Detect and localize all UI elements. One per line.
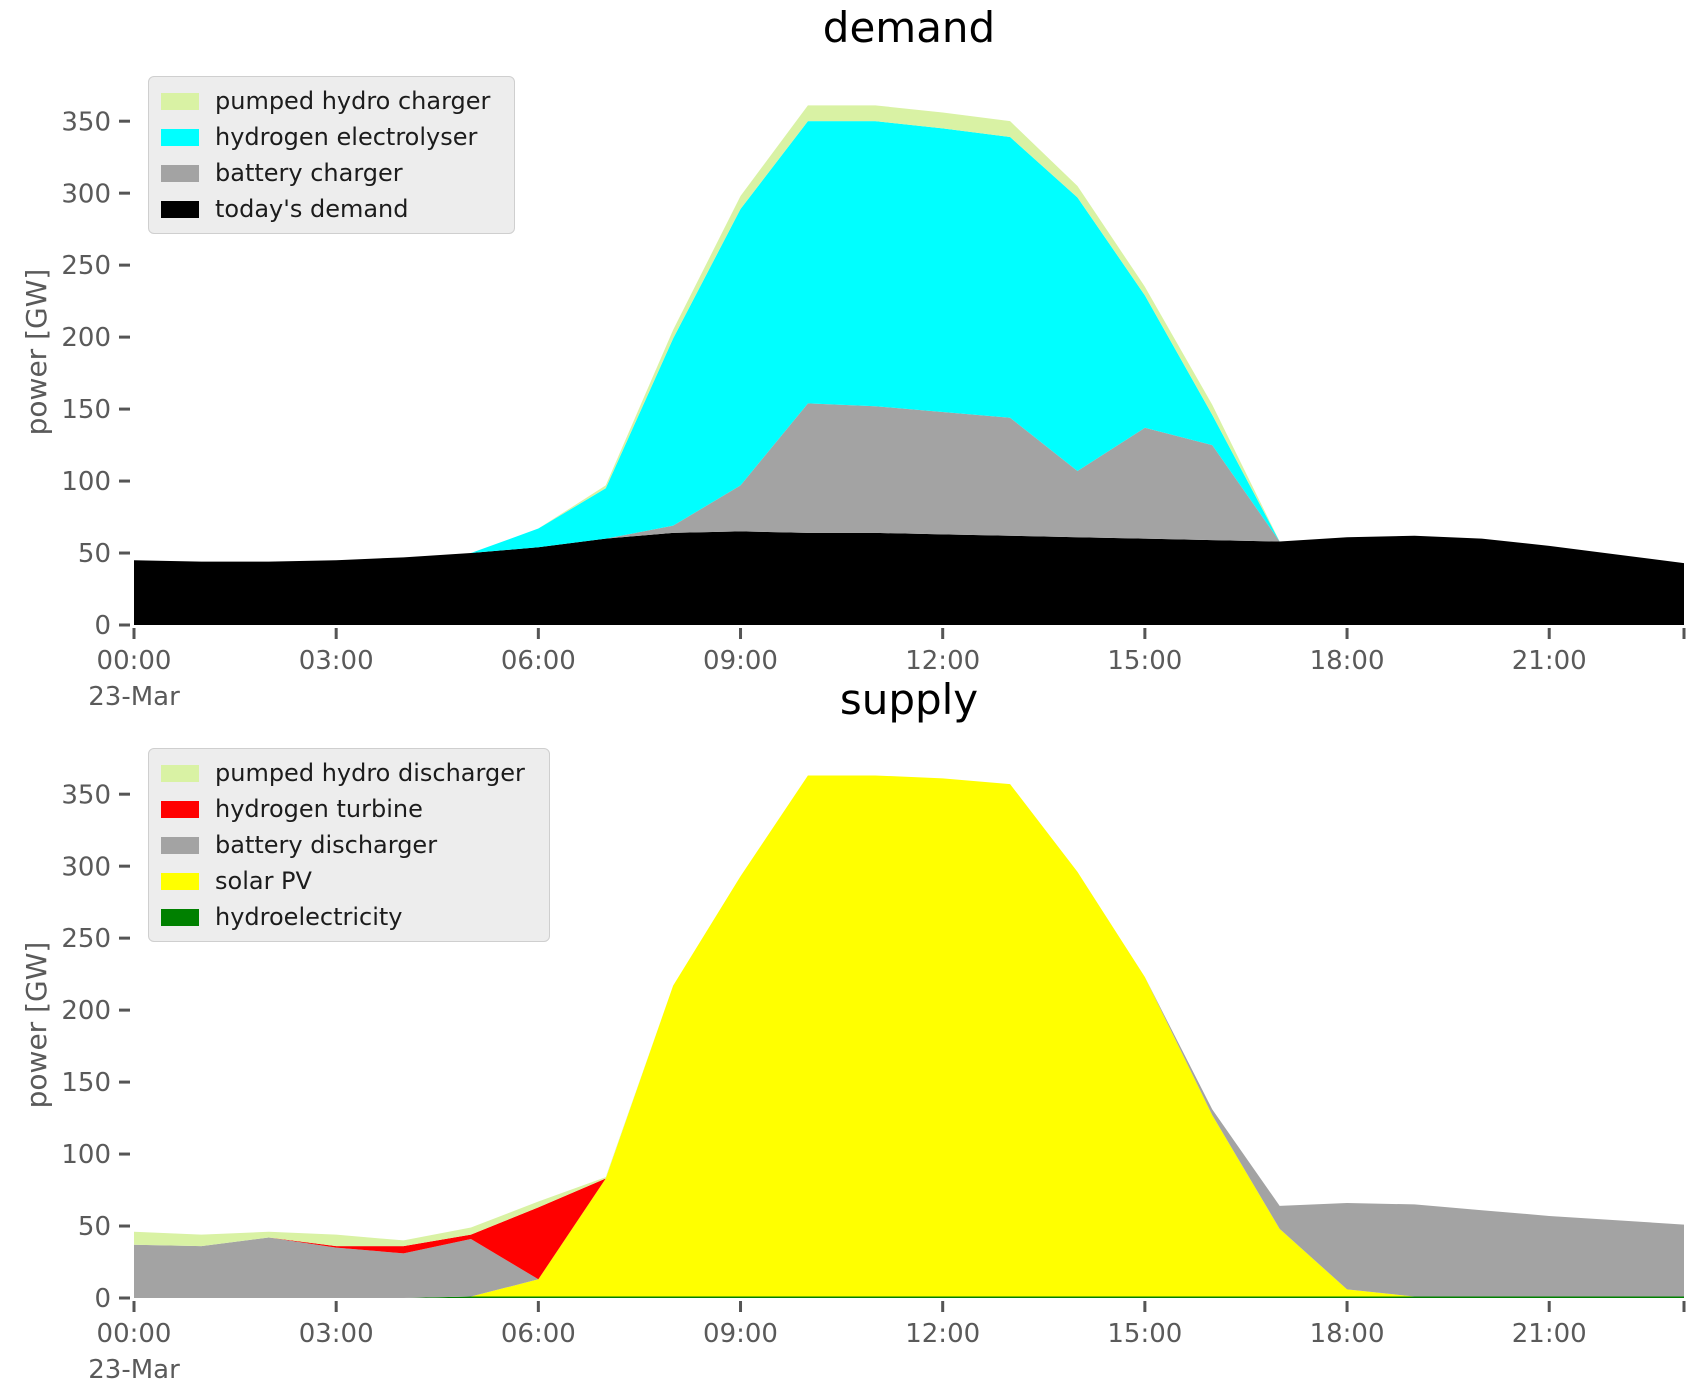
x-tick-label: 06:00 — [501, 646, 576, 676]
supply-y-axis-label: power [GW] — [20, 941, 53, 1109]
legend-swatch-today-s-demand — [161, 200, 199, 218]
y-tick-label: 200 — [61, 323, 111, 353]
x-tick-label: 09:00 — [703, 1319, 778, 1349]
legend-label: hydrogen electrolyser — [215, 123, 478, 151]
x-axis-date-label: 23-Mar — [88, 1355, 180, 1385]
legend-item-battery-discharger: battery discharger — [161, 827, 525, 863]
demand-chart-title: demand — [822, 3, 996, 52]
x-tick-label: 03:00 — [299, 646, 374, 676]
legend-item-hydroelectricity: hydroelectricity — [161, 899, 525, 935]
y-tick-label: 100 — [61, 467, 111, 497]
legend-item-hydrogen-turbine: hydrogen turbine — [161, 791, 525, 827]
x-tick-label: 15:00 — [1107, 1319, 1182, 1349]
legend-item-today-s-demand: today's demand — [161, 191, 490, 227]
x-tick-label: 12:00 — [905, 1319, 980, 1349]
legend-label: hydrogen turbine — [215, 795, 423, 823]
x-tick-label: 00:00 — [97, 1319, 172, 1349]
legend-item-hydrogen-electrolyser: hydrogen electrolyser — [161, 119, 490, 155]
legend-label: battery discharger — [215, 831, 438, 859]
legend-item-pumped-hydro-charger: pumped hydro charger — [161, 83, 490, 119]
legend-swatch-solar-pv — [161, 872, 199, 890]
area-hydroelectricity — [134, 1296, 1684, 1298]
legend-label: pumped hydro charger — [215, 87, 491, 115]
y-tick-label: 100 — [61, 1140, 111, 1170]
area-battery-discharger — [134, 775, 1684, 1298]
demand-legend: pumped hydro charger hydrogen electrolyse… — [148, 76, 516, 234]
x-axis-date-label: 23-Mar — [88, 682, 180, 712]
legend-label: hydroelectricity — [215, 903, 403, 931]
y-tick-label: 200 — [61, 996, 111, 1026]
y-tick-label: 50 — [78, 539, 111, 569]
x-tick-label: 06:00 — [501, 1319, 576, 1349]
x-tick-label: 21:00 — [1512, 1319, 1587, 1349]
x-tick-label: 00:00 — [97, 646, 172, 676]
x-tick-label: 21:00 — [1512, 646, 1587, 676]
y-tick-label: 300 — [61, 179, 111, 209]
legend-swatch-pumped-hydro-discharger — [161, 764, 199, 782]
y-tick-label: 350 — [61, 780, 111, 810]
legend-item-solar-pv: solar PV — [161, 863, 525, 899]
legend-label: battery charger — [215, 159, 403, 187]
y-tick-label: 250 — [61, 251, 111, 281]
x-tick-label: 18:00 — [1310, 1319, 1385, 1349]
y-tick-label: 50 — [78, 1212, 111, 1242]
y-tick-label: 0 — [94, 1284, 111, 1314]
x-tick-label: 03:00 — [299, 1319, 374, 1349]
x-tick-label: 09:00 — [703, 646, 778, 676]
area-battery-charger — [134, 403, 1684, 564]
legend-item-battery-charger: battery charger — [161, 155, 490, 191]
legend-swatch-battery-discharger — [161, 836, 199, 854]
area-today-s-demand — [134, 531, 1684, 625]
y-tick-label: 300 — [61, 852, 111, 882]
legend-label: today's demand — [215, 195, 409, 223]
y-tick-label: 150 — [61, 395, 111, 425]
demand-y-axis-label: power [GW] — [20, 268, 53, 436]
legend-label: pumped hydro discharger — [215, 759, 525, 787]
y-tick-label: 150 — [61, 1068, 111, 1098]
x-tick-label: 15:00 — [1107, 646, 1182, 676]
area-hydrogen-electrolyser — [134, 121, 1684, 564]
legend-label: solar PV — [215, 867, 312, 895]
area-solar-pv — [134, 775, 1684, 1298]
supply-legend: pumped hydro discharger hydrogen turbine b… — [148, 748, 550, 942]
legend-item-pumped-hydro-discharger: pumped hydro discharger — [161, 755, 525, 791]
legend-swatch-battery-charger — [161, 164, 199, 182]
legend-swatch-hydroelectricity — [161, 908, 199, 926]
legend-swatch-pumped-hydro-charger — [161, 92, 199, 110]
y-tick-label: 0 — [94, 611, 111, 641]
supply-chart-title: supply — [839, 675, 979, 724]
x-tick-label: 12:00 — [905, 646, 980, 676]
x-tick-label: 18:00 — [1310, 646, 1385, 676]
y-tick-label: 250 — [61, 924, 111, 954]
y-tick-label: 350 — [61, 107, 111, 137]
legend-swatch-hydrogen-turbine — [161, 800, 199, 818]
legend-swatch-hydrogen-electrolyser — [161, 128, 199, 146]
